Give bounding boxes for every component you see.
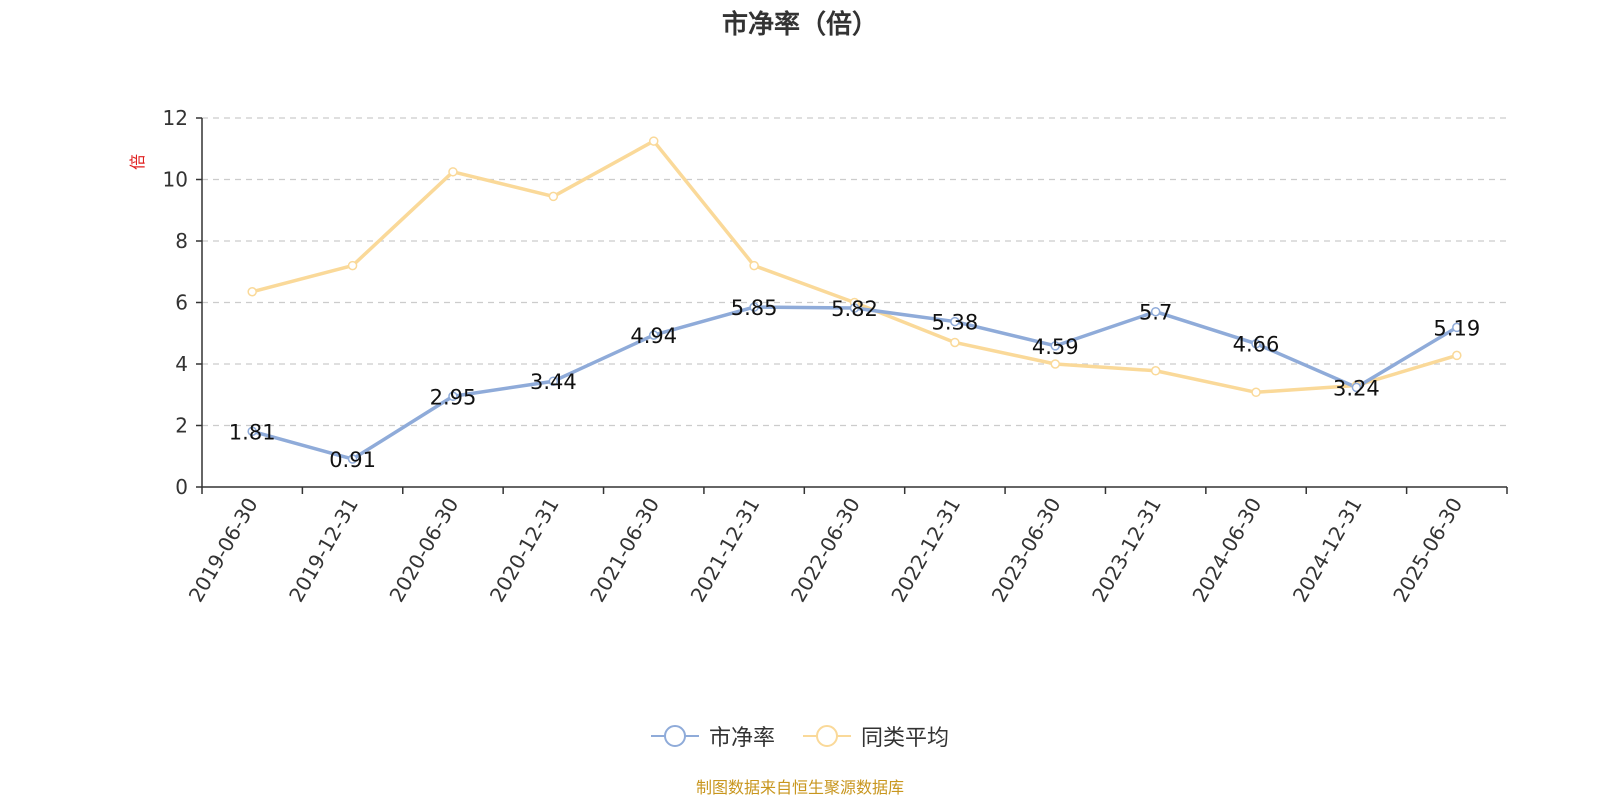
x-tick-label: 2021-12-31 bbox=[686, 494, 765, 607]
x-tick-label: 2023-12-31 bbox=[1087, 494, 1166, 607]
data-point bbox=[1452, 350, 1462, 361]
data-point bbox=[247, 426, 257, 437]
data-point bbox=[548, 376, 559, 386]
legend: 市净率 同类平均 bbox=[0, 720, 1600, 752]
x-tick-label: 2025-06-30 bbox=[1388, 494, 1467, 607]
data-point bbox=[1150, 366, 1161, 376]
data-label: 4.94 bbox=[630, 324, 677, 348]
x-tick-label: 2020-06-30 bbox=[384, 494, 463, 607]
legend-marker-peer-avg bbox=[803, 725, 851, 747]
data-point bbox=[648, 330, 659, 340]
data-point bbox=[1251, 338, 1261, 349]
data-point bbox=[1150, 306, 1161, 317]
y-tick-label: 10 bbox=[163, 168, 188, 192]
legend-label-pb: 市净率 bbox=[708, 726, 775, 751]
data-label: 4.59 bbox=[1032, 335, 1079, 359]
x-tick-label: 2021-06-30 bbox=[585, 494, 664, 607]
y-tick-label: 4 bbox=[175, 352, 188, 376]
data-point bbox=[648, 136, 659, 146]
data-label: 0.91 bbox=[329, 448, 376, 472]
legend-label-peer-avg: 同类平均 bbox=[861, 726, 950, 751]
data-point bbox=[1351, 382, 1362, 393]
x-tick-label: 2019-12-31 bbox=[284, 494, 363, 607]
series-line-0 bbox=[251, 305, 1458, 461]
data-point bbox=[247, 286, 257, 297]
y-tick-label: 0 bbox=[175, 475, 188, 499]
data-label: 1.81 bbox=[229, 420, 276, 444]
source-note: 制图数据来自恒生聚源数据库 bbox=[695, 778, 904, 797]
y-tick-label: 8 bbox=[175, 229, 188, 253]
y-tick-label: 6 bbox=[175, 291, 188, 315]
data-label: 5.19 bbox=[1433, 316, 1480, 340]
data-point bbox=[950, 337, 960, 348]
data-label: 3.44 bbox=[530, 370, 577, 394]
legend-marker-pb bbox=[650, 725, 699, 747]
y-tick-label: 12 bbox=[163, 106, 188, 130]
data-point bbox=[347, 260, 358, 271]
x-tick-label: 2020-12-31 bbox=[485, 494, 564, 607]
data-point bbox=[849, 303, 860, 313]
data-point bbox=[749, 260, 759, 271]
x-tick-label: 2024-06-30 bbox=[1187, 494, 1266, 607]
chart-title: 市净率（倍） bbox=[721, 10, 878, 40]
y-tick-label: 2 bbox=[175, 414, 188, 438]
data-point bbox=[950, 316, 960, 327]
y-axis-label: 倍 bbox=[128, 154, 147, 170]
x-tick-label: 2019-06-30 bbox=[184, 494, 263, 607]
data-label: 4.66 bbox=[1233, 333, 1280, 357]
series-points bbox=[247, 136, 1462, 464]
data-point bbox=[347, 454, 358, 464]
legend-item-peer-avg[interactable]: 同类平均 bbox=[803, 720, 949, 752]
data-point bbox=[1050, 341, 1061, 351]
x-tick-label: 2022-12-31 bbox=[886, 494, 965, 607]
data-point bbox=[548, 191, 559, 202]
axes bbox=[196, 117, 1508, 494]
data-point bbox=[1251, 387, 1261, 398]
data-label: 3.24 bbox=[1333, 376, 1380, 400]
data-label: 5.7 bbox=[1139, 301, 1172, 325]
grid-lines bbox=[202, 117, 1507, 427]
x-tick-labels: 2019-06-30 2019-12-31 2020-06-30 2020-12-31… bbox=[184, 494, 1468, 607]
data-point bbox=[448, 167, 458, 177]
x-tick-label: 2024-12-31 bbox=[1288, 494, 1367, 607]
data-label: 5.85 bbox=[731, 296, 778, 320]
data-point bbox=[1452, 322, 1462, 333]
y-tick-labels: 0 2 4 6 8 10 12 bbox=[163, 106, 188, 499]
data-point bbox=[448, 391, 458, 402]
data-label: 5.82 bbox=[831, 297, 878, 321]
legend-item-pb[interactable]: 市净率 bbox=[650, 720, 775, 752]
data-label: 2.95 bbox=[430, 385, 477, 409]
data-label: 5.38 bbox=[932, 311, 979, 335]
x-tick-label: 2022-06-30 bbox=[786, 494, 865, 607]
data-point bbox=[749, 302, 759, 312]
data-point bbox=[1050, 359, 1061, 369]
data-labels: 1.81 0.91 2.95 3.44 4.94 5.85 5.82 5.38 4.59 5.7 4… bbox=[229, 296, 1480, 472]
x-tick-label: 2023-06-30 bbox=[987, 494, 1066, 607]
